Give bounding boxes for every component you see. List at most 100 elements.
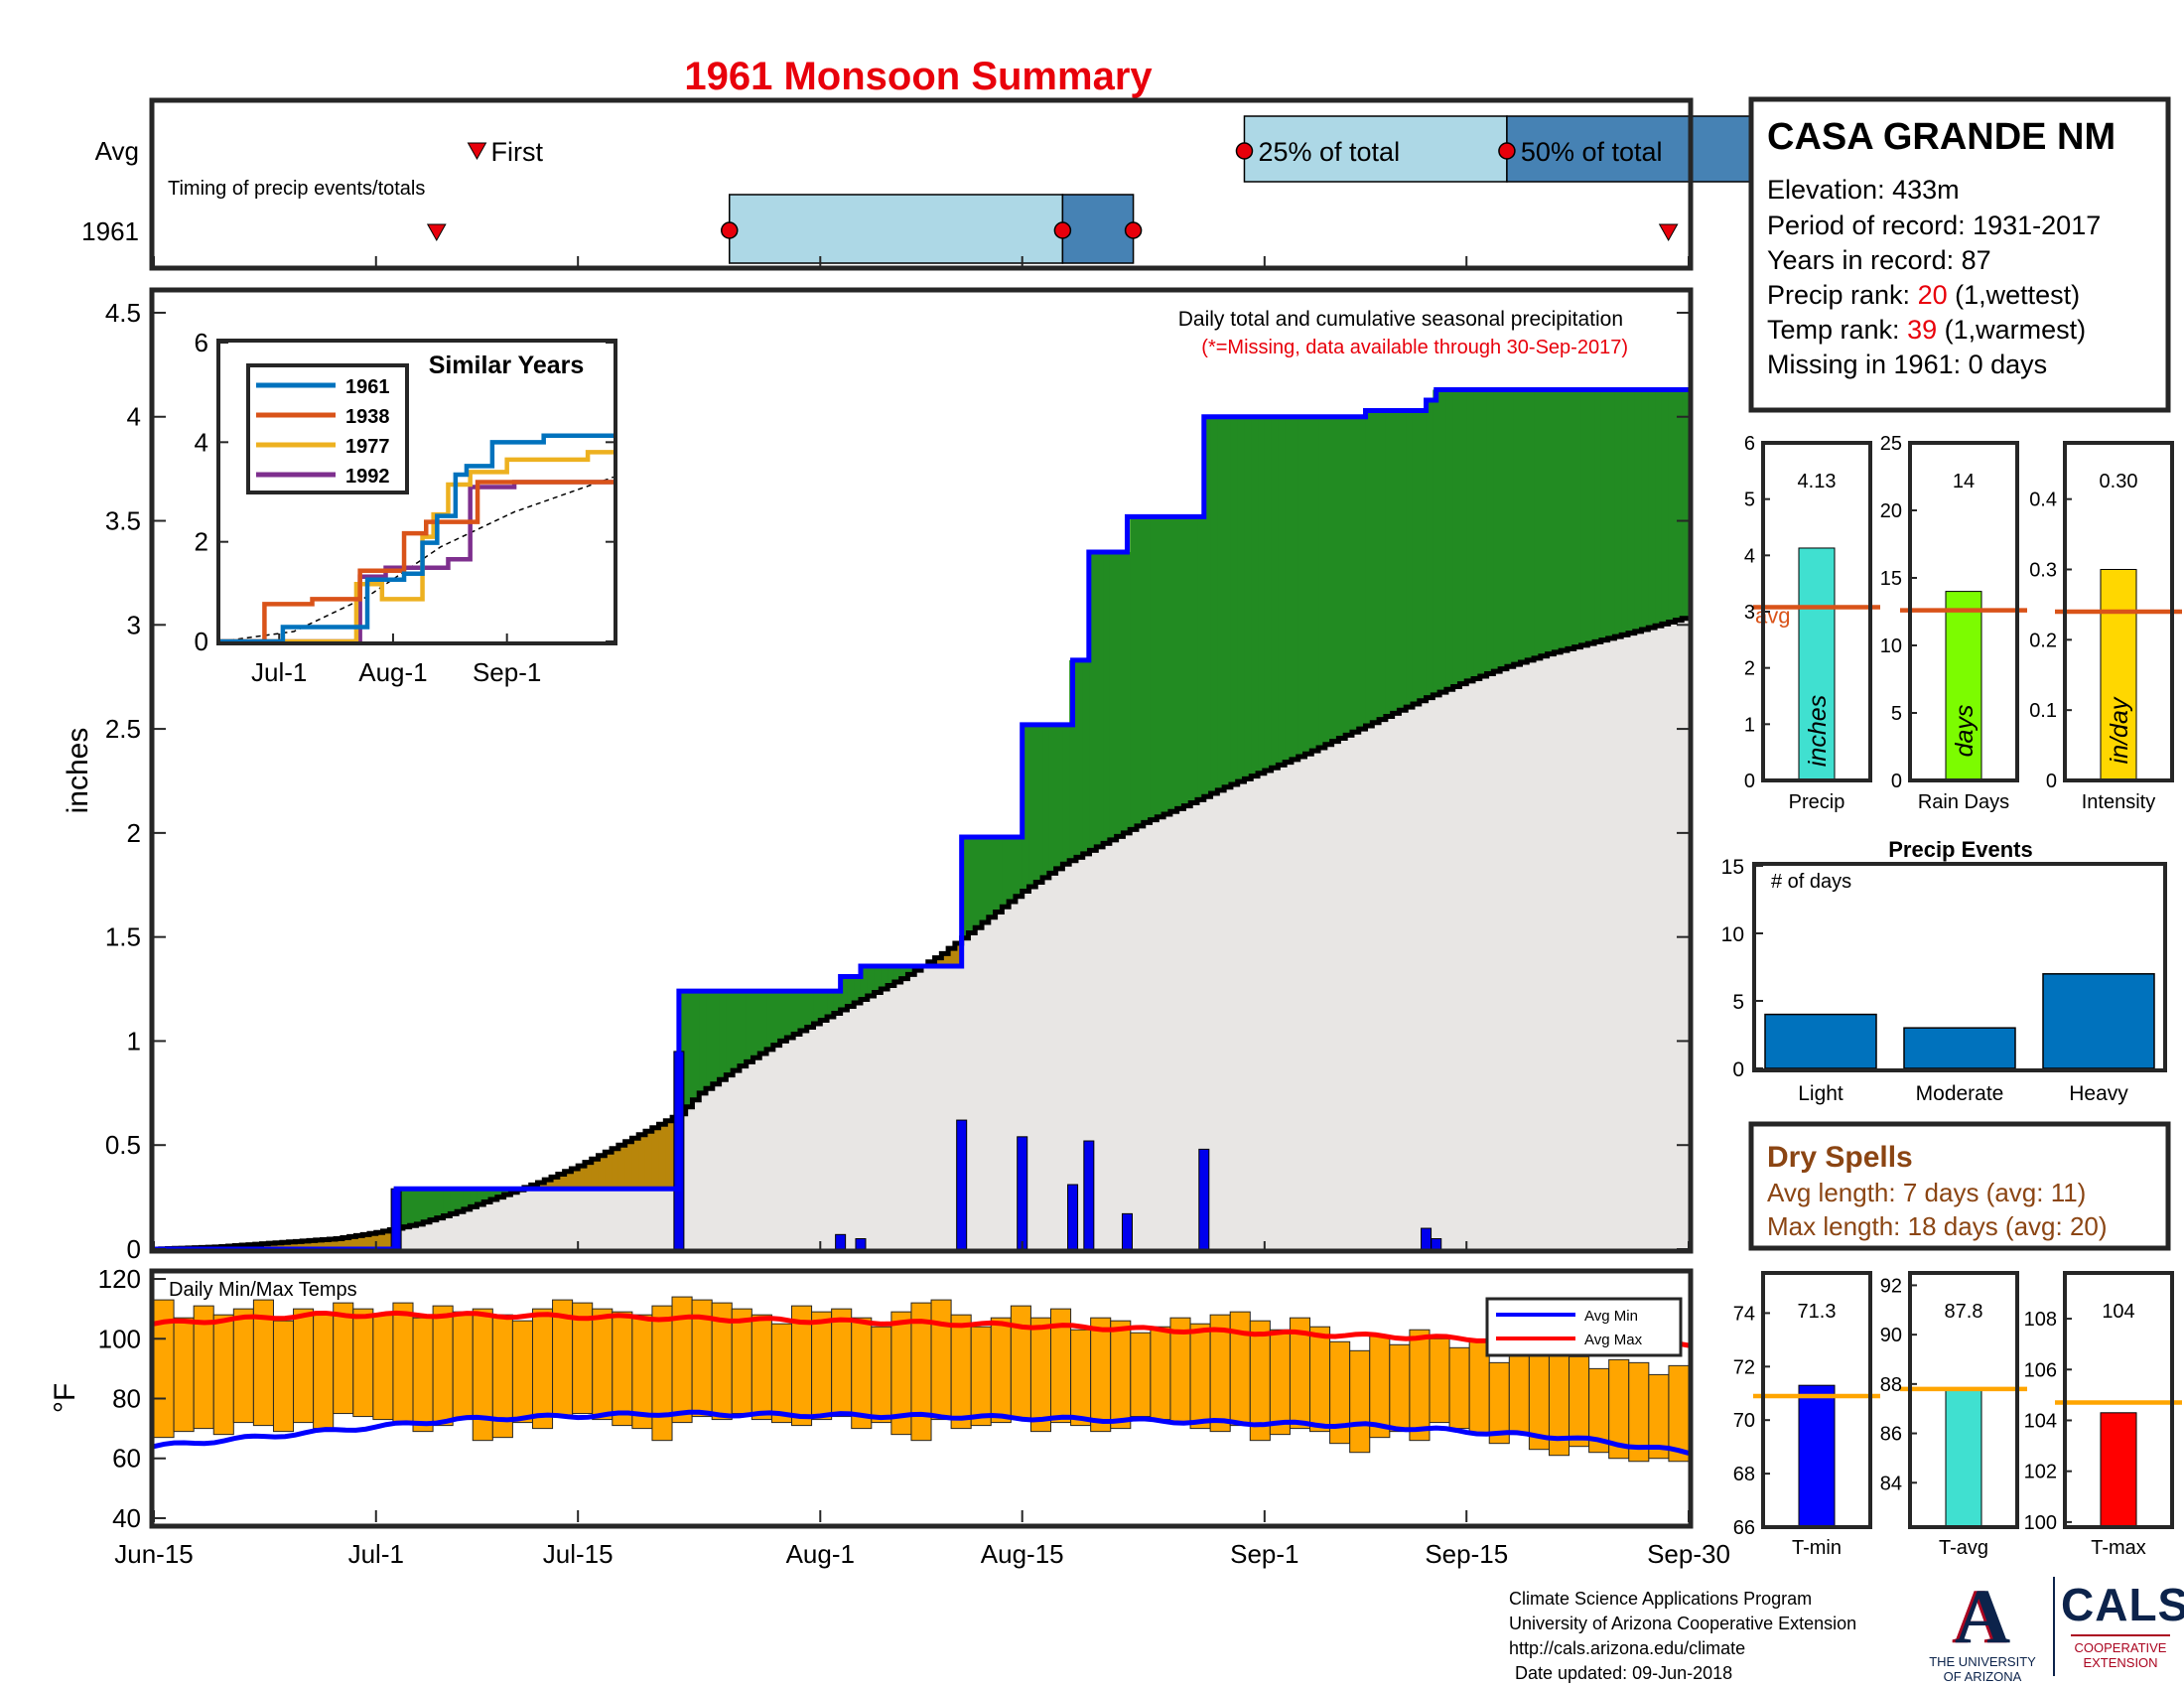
mini-y-tick-label: 5	[1744, 490, 1755, 511]
temp-chart-title: Daily Min/Max Temps	[169, 1279, 357, 1301]
above-average-segment	[1230, 416, 1239, 784]
mini-y-tick-label: 88	[1880, 1374, 1902, 1396]
below-average-segment	[336, 1238, 343, 1249]
daily-temp-bar	[1029, 1317, 1052, 1433]
above-average-segment	[1547, 389, 1555, 654]
below-average-segment	[308, 1240, 317, 1249]
below-average-segment	[348, 1236, 357, 1249]
station-info: CASA GRANDE NM Elevation: 433m Period of…	[1748, 96, 2171, 413]
daily-temp-bar	[1269, 1329, 1291, 1436]
precip-y-tick-label: 1	[127, 1026, 141, 1055]
above-average-segment	[1661, 389, 1670, 625]
above-average-segment	[1573, 389, 1582, 647]
mini-value-bar	[1945, 1388, 1982, 1528]
daily-temp-bar	[432, 1305, 454, 1427]
inset-marks: 0 2 4 6 Jul-1 Aug-1 Sep-1	[195, 328, 614, 687]
above-average-segment	[470, 1189, 478, 1207]
above-average-segment	[1365, 410, 1373, 726]
above-average-segment	[1055, 724, 1063, 869]
above-average-segment	[982, 837, 990, 922]
above-average-segment	[1331, 416, 1340, 742]
temp-y-tick-label: 120	[98, 1264, 141, 1294]
below-average-segment	[578, 1166, 586, 1190]
precip-y-axis: 0 0.5 1 1.5 2 2.5 3 3.5 4 4.5	[105, 298, 1689, 1264]
above-average-segment	[1682, 389, 1690, 619]
below-average-segment	[341, 1237, 350, 1249]
above-average-segment	[854, 976, 862, 1004]
mini-value-label: 104	[2102, 1301, 2134, 1323]
temp-rank-label: Temp rank:	[1767, 315, 1907, 345]
above-average-segment	[1096, 551, 1104, 847]
station-name: CASA GRANDE NM	[1767, 116, 2116, 158]
daily-temp-bar	[651, 1305, 673, 1442]
above-average-segment	[402, 1189, 411, 1227]
above-average-segment	[1224, 416, 1232, 787]
above-average-segment	[1163, 516, 1171, 815]
precip-frame	[149, 287, 1694, 1254]
events-frame	[1752, 862, 2167, 1072]
x-tick-label: Jul-15	[543, 1539, 614, 1569]
daily-temp-bar	[452, 1311, 474, 1421]
daily-temp-bar	[1229, 1311, 1251, 1427]
precip-panel: 0 0.5 1 1.5 2 2.5 3 3.5 4 4.5 inches Daily total …	[62, 287, 1694, 1264]
dry-spells-max: Max length: 18 days (avg: 20)	[1767, 1211, 2108, 1241]
temp-marks	[153, 1296, 1690, 1463]
above-average-segment	[436, 1189, 445, 1218]
below-average-segment	[605, 1152, 613, 1190]
above-average-segment	[1082, 659, 1091, 854]
mini-panel-label: Intensity	[2082, 791, 2155, 813]
daily-temp-bar	[1090, 1317, 1112, 1433]
cals-logo: CALS COOPERATIVE EXTENSION	[2061, 1577, 2184, 1670]
mini-y-tick-label: 6	[1744, 433, 1755, 455]
timing-triangle	[426, 223, 447, 242]
x-tick-label: Sep-1	[1230, 1539, 1298, 1569]
dry-spells-frame	[1748, 1121, 2171, 1251]
mini-y-tick-label: 0.4	[2029, 490, 2057, 511]
daily-precip-bar	[1198, 1148, 1210, 1250]
above-average-segment	[1048, 724, 1057, 874]
mini-y-tick-label: 0	[1891, 771, 1902, 792]
daily-precip-bar	[835, 1233, 847, 1250]
below-average-segment	[288, 1241, 296, 1249]
daily-temp-bar	[352, 1308, 374, 1418]
precip-y-tick-label: 4	[127, 402, 141, 432]
below-average-segment	[564, 1171, 573, 1190]
year-50-75-box	[1061, 194, 1135, 264]
precip-y-tick-label: 4.5	[105, 298, 141, 328]
dry-spells-title: Dry Spells	[1767, 1141, 1913, 1174]
above-average-segment	[1338, 416, 1346, 739]
mini-y-tick-label: 92	[1880, 1275, 1902, 1297]
temp-y-tick-label: 100	[98, 1324, 141, 1353]
above-average-segment	[1399, 410, 1407, 711]
above-average-segment	[1311, 416, 1319, 752]
above-average-segment	[1318, 416, 1326, 748]
daily-precip-bar	[1421, 1227, 1433, 1250]
mini-y-tick-label: 108	[2024, 1309, 2057, 1331]
above-average-segment	[483, 1189, 491, 1202]
below-average-segment	[948, 948, 956, 966]
below-average-segment	[544, 1180, 552, 1190]
below-average-segment	[571, 1168, 579, 1190]
events-category-label: Light	[1798, 1082, 1843, 1105]
inset-title: Similar Years	[429, 352, 585, 379]
above-average-segment	[881, 965, 888, 990]
above-average-segment	[759, 991, 767, 1055]
daily-temp-bar	[412, 1317, 434, 1433]
above-average-segment	[490, 1189, 498, 1200]
mini-y-tick-label: 3	[1744, 602, 1755, 624]
above-average-segment	[813, 991, 821, 1024]
above-average-segment	[833, 991, 842, 1014]
daily-temp-bar	[1389, 1343, 1411, 1433]
above-average-segment	[1445, 389, 1454, 690]
mini-y-tick-label: 20	[1880, 500, 1902, 522]
daily-temp-bar	[1569, 1355, 1590, 1448]
above-average-segment	[1123, 551, 1131, 833]
events-title: Precip Events	[1888, 837, 2033, 862]
inset-x-tick-label: Aug-1	[358, 657, 427, 687]
inset-series-line	[220, 480, 614, 644]
cals-line-2: EXTENSION	[2083, 1655, 2158, 1670]
above-average-segment	[1473, 389, 1481, 679]
mini-y-tick-label: 25	[1880, 433, 1902, 455]
precip-events-panel: Precip Events Light Moderate Heavy 0 5 10 15 #…	[1721, 837, 2167, 1105]
above-average-segment	[1587, 389, 1595, 644]
